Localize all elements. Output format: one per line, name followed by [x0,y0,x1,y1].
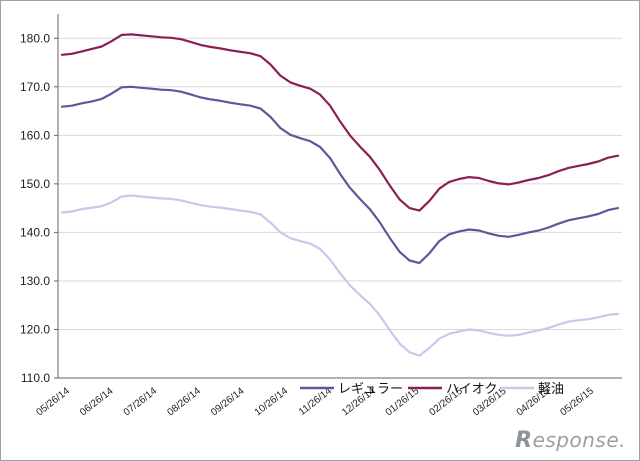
y-tick-label: 110.0 [21,371,50,385]
y-tick-label: 140.0 [20,225,50,239]
series-lines [60,33,620,357]
series-line-1 [60,33,620,212]
watermark-text: esponse. [532,428,626,452]
y-tick-label: 160.0 [20,128,50,142]
y-tick-label: 150.0 [20,177,50,191]
series-line-2 [60,194,620,357]
y-axis-ticks: 110.0 120.0 130.0 140.0 150.0 160.0 170.0 180.0 [20,31,58,385]
legend-label-0: レギュラー [338,382,403,397]
legend-label-1: ハイオク [446,382,497,397]
response-watermark: Response. [515,428,626,453]
series-line-0 [60,85,620,265]
y-tick-label: 170.0 [20,80,50,94]
watermark-logo-mark: R [515,428,533,453]
y-tick-label: 180.0 [20,31,50,45]
legend-label-2: 軽油 [538,382,564,397]
y-tick-label: 130.0 [20,274,50,288]
y-tick-label: 120.0 [20,322,50,336]
gridlines [58,37,622,330]
legend: レギュラー ハイオク 軽油 [300,382,564,397]
